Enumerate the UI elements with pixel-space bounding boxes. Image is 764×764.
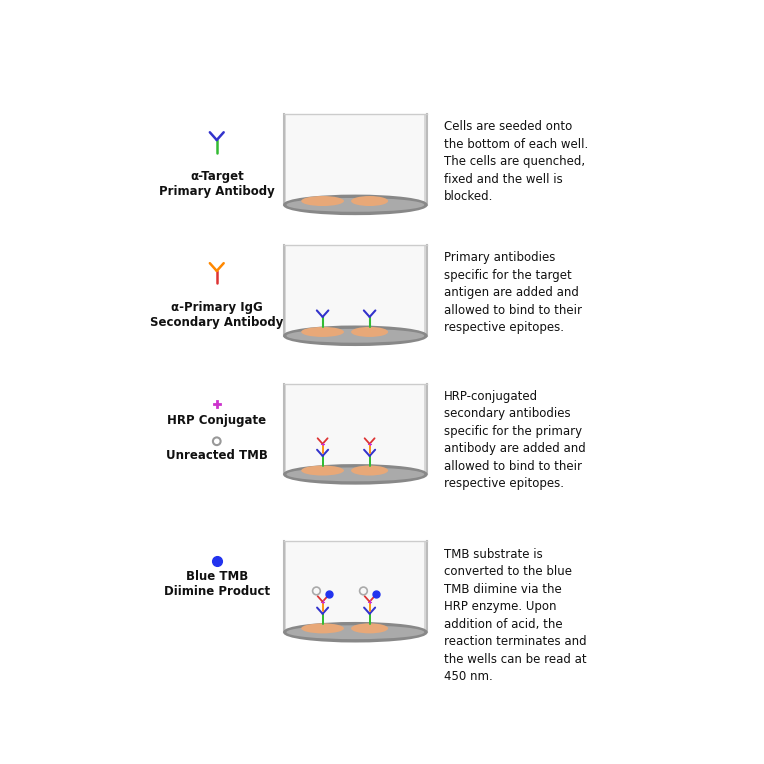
Text: Unreacted TMB: Unreacted TMB [166,449,267,462]
Bar [284,384,286,474]
Bar [284,542,286,633]
Ellipse shape [286,198,424,212]
Bar [424,114,426,205]
Ellipse shape [351,327,388,337]
Text: Blue TMB
Diimine Product: Blue TMB Diimine Product [163,570,270,598]
Ellipse shape [284,623,426,642]
Ellipse shape [301,465,344,475]
Ellipse shape [301,196,344,206]
Ellipse shape [351,623,388,633]
Text: TMB substrate is
converted to the blue
TMB diimine via the
HRP enzyme. Upon
addi: TMB substrate is converted to the blue T… [444,548,587,683]
Bar [284,114,286,205]
Bar [424,384,426,474]
Ellipse shape [284,326,426,345]
Bar [424,245,426,335]
Ellipse shape [286,468,424,481]
Ellipse shape [286,329,424,343]
Bar [286,542,424,633]
Bar [284,245,286,335]
Bar [424,542,426,633]
Ellipse shape [284,196,426,214]
Text: α-Target
Primary Antibody: α-Target Primary Antibody [159,170,274,198]
Text: Cells are seeded onto
the bottom of each well.
The cells are quenched,
fixed and: Cells are seeded onto the bottom of each… [444,120,588,203]
Ellipse shape [351,196,388,206]
Text: α-Primary IgG
Secondary Antibody: α-Primary IgG Secondary Antibody [150,301,283,329]
Bar [286,384,424,474]
Bar [286,245,424,335]
Ellipse shape [301,623,344,633]
Ellipse shape [301,327,344,337]
Ellipse shape [284,465,426,484]
Text: HRP Conjugate: HRP Conjugate [167,414,267,427]
Ellipse shape [351,465,388,475]
Ellipse shape [286,625,424,639]
Bar [286,114,424,205]
Text: HRP-conjugated
secondary antibodies
specific for the primary
antibody are added : HRP-conjugated secondary antibodies spec… [444,390,586,490]
Text: Primary antibodies
specific for the target
antigen are added and
allowed to bind: Primary antibodies specific for the targ… [444,251,582,334]
